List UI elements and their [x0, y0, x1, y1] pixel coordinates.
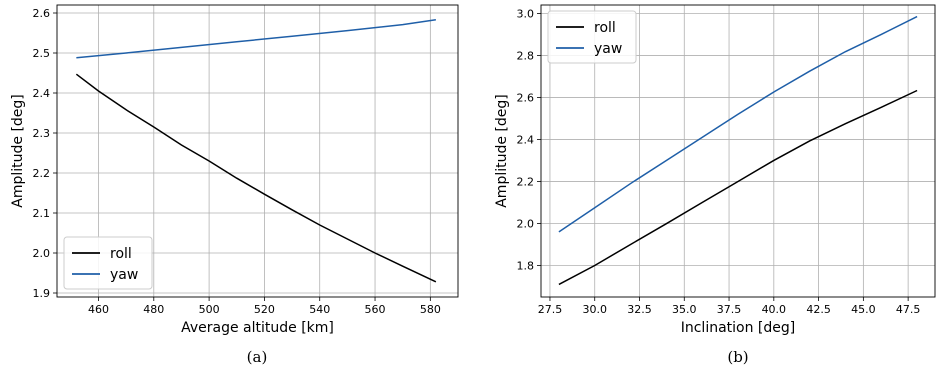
plot-frame [540, 4, 936, 298]
y-tick-label: 1.8 [517, 259, 535, 272]
x-tick-label: 580 [420, 303, 441, 316]
x-tick-label: 27.5 [538, 303, 563, 316]
x-tick-label: 37.5 [717, 303, 742, 316]
x-tick-label: 42.5 [806, 303, 831, 316]
x-axis-label: Average altitude [km] [181, 320, 334, 336]
figure-caption: (a) [247, 348, 268, 366]
legend-label-yaw: yaw [594, 41, 622, 57]
y-tick-label: 1.9 [33, 287, 51, 300]
plot-frame [56, 4, 459, 298]
chart-b: 27.5 30.0 32.5 35.0 37.5 40.0 42.5 45.0 47.5 1.8 2… [494, 4, 936, 366]
y-axis-label: Amplitude [deg] [494, 94, 510, 208]
y-tick-label: 2.6 [33, 7, 51, 20]
x-axis-label: Inclination [deg] [681, 320, 796, 336]
x-tick-label: 35.0 [672, 303, 697, 316]
legend: roll yaw [63, 236, 153, 290]
x-tick-label: 460 [88, 303, 109, 316]
series-line-roll [558, 89, 918, 286]
legend-label-roll: roll [594, 20, 616, 36]
y-tick-label: 2.6 [517, 91, 535, 104]
y-tick-label: 2.4 [33, 87, 51, 100]
x-tick-label: 45.0 [851, 303, 876, 316]
x-tick-label: 40.0 [762, 303, 787, 316]
x-tick-label: 520 [254, 303, 275, 316]
y-tick-label: 2.2 [33, 167, 51, 180]
y-tick-label: 2.8 [517, 49, 535, 62]
legend-label-yaw: yaw [110, 267, 138, 283]
x-tick-label: 540 [309, 303, 330, 316]
x-tick-label: 500 [199, 303, 220, 316]
y-tick-label: 2.5 [33, 47, 51, 60]
x-tick-label: 30.0 [582, 303, 607, 316]
legend: roll yaw [547, 10, 637, 64]
x-tick-label: 560 [365, 303, 386, 316]
y-tick-label: 3.0 [517, 7, 535, 20]
series-line-yaw [76, 19, 436, 59]
y-tick-label: 2.0 [517, 217, 535, 230]
y-tick-label: 2.2 [517, 175, 535, 188]
series-line-roll [75, 73, 437, 283]
legend-label-roll: roll [110, 246, 132, 262]
chart-a: 460 480 500 520 540 560 580 1.9 2.0 2.1 2.2 2.3 2.4 2… [10, 4, 459, 366]
figure-caption: (b) [727, 348, 748, 366]
y-tick-label: 2.4 [517, 133, 535, 146]
y-tick-label: 2.0 [33, 247, 51, 260]
x-tick-label: 32.5 [627, 303, 652, 316]
y-tick-label: 2.1 [33, 207, 51, 220]
y-tick-label: 2.3 [33, 127, 51, 140]
legend-box [63, 236, 153, 290]
x-tick-label: 480 [143, 303, 164, 316]
series-line-yaw [558, 15, 918, 233]
y-axis-label: Amplitude [deg] [10, 94, 26, 208]
x-tick-label: 47.5 [896, 303, 921, 316]
legend-box [547, 10, 637, 64]
